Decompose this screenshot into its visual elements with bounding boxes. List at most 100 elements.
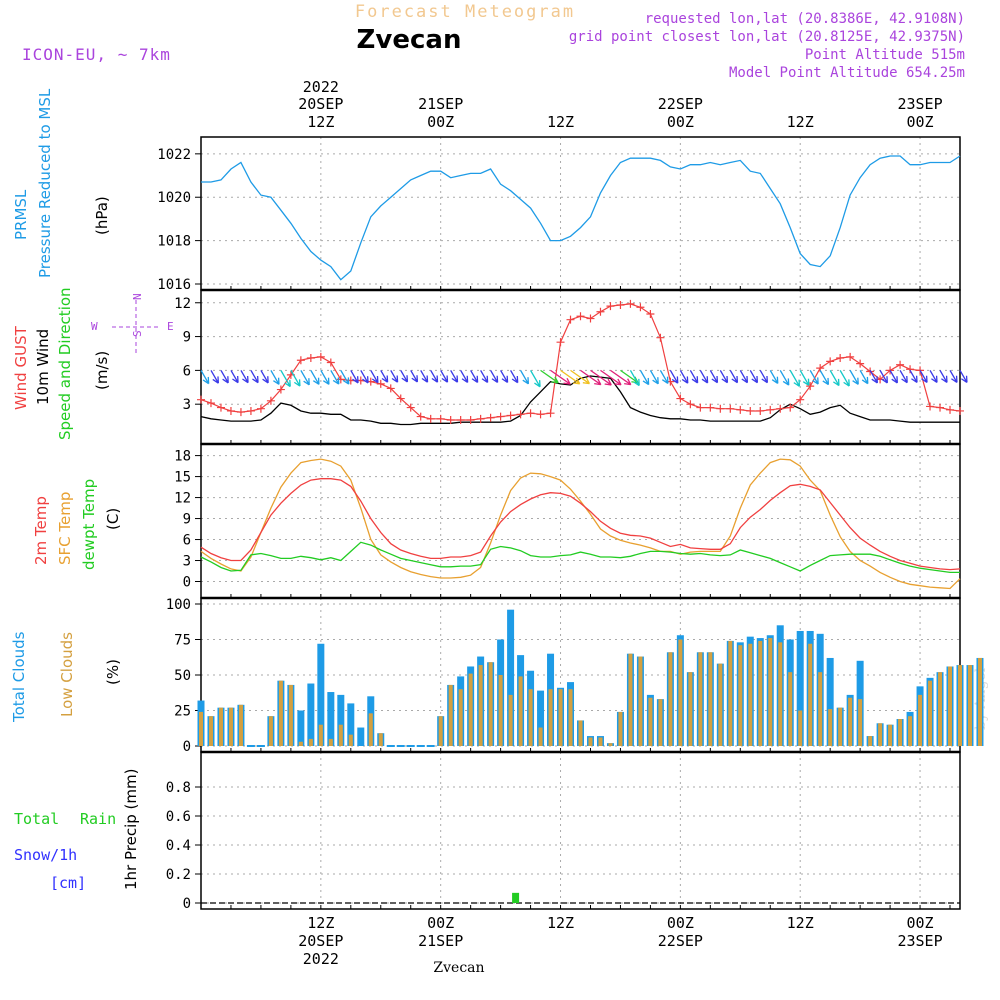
wind-gust-marker: [856, 359, 865, 368]
low-cloud-bar: [878, 723, 883, 746]
panel-frame: [200, 443, 961, 599]
y-tick-label: 0: [183, 575, 191, 591]
low-cloud-bar: [218, 707, 223, 746]
wind-gust-marker: [646, 310, 655, 319]
wind-gust-marker: [656, 333, 665, 342]
wind-gust-marker: [326, 358, 335, 367]
wind-gust-marker: [216, 403, 225, 412]
clouds-unit: (%): [104, 659, 122, 685]
wind-direction-arrow: [500, 370, 509, 383]
wind-gust-marker: [376, 379, 385, 388]
wind-direction-arrow: [560, 369, 581, 385]
wind-direction-arrow: [520, 370, 530, 385]
bottom-time-label: 2022: [303, 950, 339, 968]
wind-gust-marker: [686, 400, 695, 409]
y-tick-label: 1022: [157, 147, 191, 163]
wind-gust-marker: [456, 415, 465, 424]
low-cloud-bar: [658, 699, 663, 746]
wind-gust-marker: [956, 406, 964, 415]
wind-direction-arrow: [210, 370, 220, 384]
wind-gust-marker: [746, 406, 755, 415]
low-cloud-bar: [858, 699, 863, 746]
wind-direction-arrow: [200, 370, 210, 385]
top-time-label: 00Z: [667, 113, 694, 131]
wind-gust-marker: [496, 412, 505, 421]
low-cloud-bar: [898, 719, 903, 746]
wind-direction-arrow: [769, 370, 779, 384]
low-cloud-bar: [298, 741, 303, 746]
wind-direction-arrow: [470, 370, 479, 383]
wind-gust-marker: [736, 405, 745, 414]
low-cloud-bar: [458, 689, 463, 746]
wind-direction-arrow: [290, 370, 301, 387]
wind-direction-arrow: [280, 370, 291, 388]
low-cloud-bar: [938, 672, 943, 746]
wind-direction-arrow: [440, 370, 449, 383]
wind-direction-arrow: [610, 369, 632, 386]
y-tick-label: 9: [183, 512, 191, 528]
wind-gust-marker: [246, 406, 255, 415]
wind-gust-marker: [766, 405, 775, 414]
footer-location: Zvecan: [433, 960, 484, 976]
top-time-label: 23SEP: [897, 95, 942, 113]
wind-direction-arrow: [759, 370, 769, 384]
low-cloud-bar: [438, 716, 443, 746]
low-cloud-bar: [678, 639, 683, 746]
wind-gust-marker: [636, 303, 645, 312]
wind-direction-arrow: [719, 370, 729, 384]
total-cloud-bar: [337, 694, 345, 746]
wind-gust-marker: [486, 413, 495, 422]
wind-direction-arrow: [380, 370, 389, 383]
wind-gust-marker: [566, 315, 575, 324]
precip-unit: 1hr Precip (mm): [122, 769, 140, 890]
bottom-time-label: 12Z: [787, 914, 814, 932]
wind-direction-arrow: [570, 369, 591, 385]
y-tick-label: 6: [183, 363, 191, 379]
low-cloud-bar: [808, 643, 813, 746]
top-time-label: 12Z: [547, 113, 574, 131]
compass-north: N: [131, 293, 144, 300]
wind-gust-marker: [896, 360, 905, 369]
wind-gust-marker: [586, 314, 595, 323]
low-cloud-bar: [758, 640, 763, 746]
wind-direction-arrow: [330, 370, 340, 385]
wind-direction-arrow: [839, 370, 850, 387]
wind-direction-arrow: [939, 370, 948, 383]
requested-coords: requested lon,lat (20.8386E, 42.9108N): [645, 11, 965, 27]
wind-direction-arrow: [709, 370, 719, 384]
wind-direction-arrow: [410, 370, 419, 383]
y-tick-label: 0: [183, 896, 191, 912]
low-cloud-bar: [958, 665, 962, 746]
y-tick-label: 0.6: [166, 809, 191, 825]
wind-direction-arrow: [420, 370, 429, 383]
wind-gust-marker: [256, 404, 265, 413]
wind-direction-arrow: [390, 370, 399, 383]
wind-gust-marker: [936, 403, 945, 412]
wind-gust-marker: [726, 404, 735, 413]
wind-direction-arrow: [629, 370, 640, 387]
wind-gust-marker: [696, 403, 705, 412]
wind-direction-arrow: [220, 370, 229, 384]
wind-direction-arrow: [300, 370, 310, 386]
compass-east: E: [167, 320, 174, 333]
temp-2m-line: [200, 478, 961, 571]
compass-west: W: [91, 320, 98, 333]
low-cloud-bar: [628, 653, 633, 746]
wind-gust-marker: [276, 385, 285, 394]
low-cloud-bar: [478, 665, 483, 746]
low-cloud-bar: [848, 697, 853, 746]
low-cloud-bar: [948, 666, 953, 746]
wind-gust-marker: [386, 384, 395, 393]
bottom-time-label: 20SEP: [298, 932, 343, 950]
low-cloud-bar: [488, 662, 493, 746]
wind-direction-arrow: [350, 370, 359, 384]
wind-gust-marker: [426, 414, 435, 423]
low-cloud-bar: [528, 689, 533, 746]
wind-gust-marker: [236, 408, 245, 417]
wind-gust-marker: [676, 394, 685, 403]
wind-direction-arrow: [809, 370, 819, 385]
y-tick-label: 50: [174, 668, 191, 684]
top-time-label: 2022: [303, 78, 339, 96]
wind-gust-marker: [826, 357, 835, 366]
wind-direction-arrow: [729, 370, 739, 384]
